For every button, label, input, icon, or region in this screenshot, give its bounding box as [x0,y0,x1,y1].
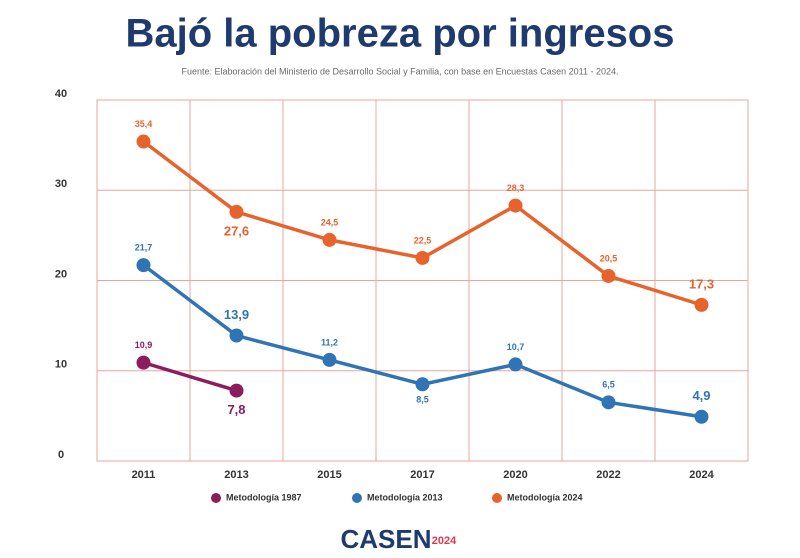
point [136,355,151,370]
point [229,383,244,398]
logo: CASEN [340,524,431,554]
y-tick-label: 40 [55,88,67,100]
point [508,357,523,372]
point [136,134,151,149]
data-label: 10,9 [135,340,153,350]
data-label: 17,3 [689,276,714,291]
point [601,395,616,410]
legend-marker [352,493,362,503]
legend-marker [211,493,221,503]
data-label: 11,2 [321,337,338,347]
chart-title: Bajó la pobreza por ingresos [125,12,674,56]
data-label: 35,4 [135,119,153,129]
point [136,258,151,273]
data-label: 24,5 [321,217,339,227]
x-tick-label: 2022 [596,469,620,481]
y-tick-label: 30 [55,178,67,190]
legend-label: Metodología 2024 [507,492,583,502]
x-tick-label: 2015 [317,469,341,481]
legend-marker [492,493,502,503]
plot-border [96,99,749,462]
line [142,360,238,393]
y-tick-label: 10 [55,359,67,371]
data-label: 10,7 [507,342,525,352]
point [694,409,709,424]
data-label: 20,5 [600,253,618,263]
legend-label: Metodología 2013 [367,492,443,502]
point [508,198,523,213]
data-label: 7,8 [227,402,245,417]
data-label: 13,9 [224,307,249,322]
legend-label: Metodología 1987 [226,492,302,502]
point [415,377,430,392]
data-label: 28,3 [507,183,525,193]
data-label: 6,5 [602,380,615,390]
point [694,297,709,312]
data-label: 27,6 [224,223,249,238]
chart-subtitle: Fuente: Elaboración del Ministerio de De… [181,66,618,76]
data-label: 21,7 [135,243,153,253]
point [322,232,337,247]
data-label: 22,5 [414,235,432,245]
x-tick-label: 2013 [224,469,248,481]
y-tick-label: 0 [58,449,64,461]
x-tick-label: 2011 [132,469,156,481]
y-tick-label: 20 [55,268,67,280]
point [415,250,430,265]
point [322,352,337,367]
data-label: 4,9 [692,388,710,403]
logo-year: 2024 [432,535,457,547]
point [601,268,616,283]
x-tick-label: 2024 [689,469,714,481]
data-label: 8,5 [416,395,429,405]
point [229,328,244,343]
x-tick-label: 2017 [410,469,434,481]
x-tick-label: 2020 [503,469,527,481]
point [229,204,244,219]
